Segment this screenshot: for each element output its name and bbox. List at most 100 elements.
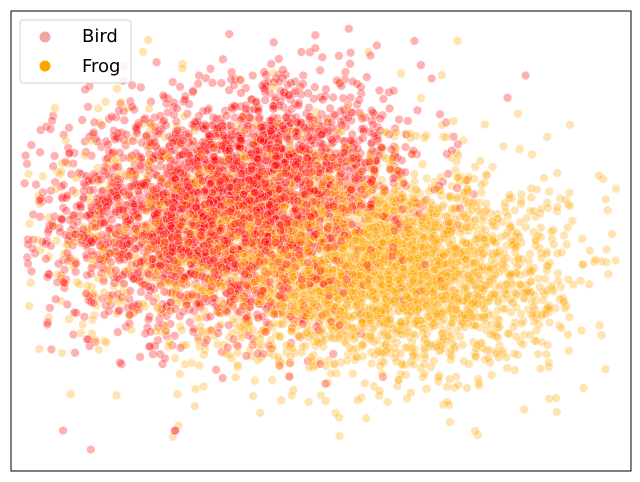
point-frog [287, 390, 297, 401]
point-bird [35, 212, 45, 222]
point-frog [552, 202, 563, 212]
point-frog [144, 104, 154, 114]
point-frog [544, 358, 554, 368]
point-bird [211, 365, 221, 375]
point-frog [563, 330, 573, 340]
point-frog [422, 174, 432, 184]
point-frog [382, 397, 393, 407]
point-frog [177, 325, 187, 335]
point-frog [542, 132, 552, 142]
point-frog [601, 244, 612, 254]
point-bird [261, 70, 271, 80]
point-frog [377, 369, 387, 379]
point-frog [552, 168, 562, 178]
point-frog [23, 169, 34, 179]
point-bird [83, 102, 93, 112]
point-frog [501, 352, 512, 362]
point-frog [540, 274, 550, 284]
point-bird [357, 113, 367, 123]
point-frog [559, 297, 569, 307]
point-bird [121, 140, 131, 150]
point-bird [60, 157, 70, 167]
point-frog [65, 389, 76, 399]
point-bird [416, 60, 426, 70]
point-frog [51, 184, 61, 194]
point-bird [354, 95, 364, 105]
point-bird [180, 94, 190, 105]
point-bird [435, 109, 445, 119]
point-bird [216, 78, 227, 88]
point-frog [543, 203, 553, 213]
point-bird [218, 373, 228, 383]
point-bird [135, 352, 145, 362]
point-bird [427, 73, 437, 84]
point-frog [112, 84, 122, 94]
point-frog [267, 375, 277, 385]
point-bird [121, 322, 131, 332]
point-bird [113, 327, 123, 337]
point-bird [31, 179, 41, 190]
point-bird [438, 177, 448, 187]
point-frog [458, 340, 468, 350]
point-frog [275, 331, 285, 341]
point-bird [284, 372, 295, 382]
point-frog [557, 247, 567, 258]
point-bird [77, 115, 87, 125]
point-bird [223, 342, 233, 353]
point-frog [527, 149, 537, 160]
point-frog [397, 360, 408, 370]
point-bird [62, 299, 72, 310]
point-bird [47, 116, 57, 126]
point-frog [50, 103, 60, 113]
point-bird [22, 159, 32, 169]
point-bird [61, 206, 71, 216]
point-bird [80, 84, 90, 95]
point-bird [257, 312, 268, 322]
point-frog [510, 205, 520, 215]
point-bird [144, 314, 154, 325]
point-bird [127, 80, 137, 90]
point-frog [198, 382, 209, 392]
point-frog [406, 388, 416, 398]
point-frog [528, 206, 539, 216]
point-frog [56, 166, 67, 176]
point-frog [173, 421, 183, 431]
point-bird [58, 180, 69, 190]
point-bird [152, 57, 162, 67]
point-frog [513, 350, 523, 360]
point-frog [551, 393, 561, 403]
point-frog [101, 97, 111, 107]
point-bird [89, 117, 99, 127]
point-frog [94, 345, 104, 355]
point-bird [385, 103, 395, 114]
point-frog [230, 372, 241, 382]
point-frog [78, 319, 88, 330]
point-frog [564, 312, 575, 322]
point-frog [481, 170, 492, 180]
point-frog [404, 213, 414, 223]
point-bird [19, 178, 30, 188]
point-frog [577, 234, 587, 244]
point-bird [70, 267, 81, 277]
point-frog [565, 120, 575, 130]
point-bird [502, 93, 513, 103]
point-frog [417, 159, 428, 169]
point-frog [248, 391, 258, 401]
point-bird [315, 65, 325, 75]
point-frog [61, 135, 71, 146]
point-frog [216, 319, 226, 330]
point-frog [190, 401, 200, 411]
point-bird [205, 312, 215, 322]
point-bird [403, 116, 413, 126]
point-frog [514, 144, 525, 154]
points-layer [19, 24, 621, 455]
point-frog [64, 314, 74, 324]
point-bird [346, 48, 356, 58]
point-frog [348, 368, 358, 379]
point-frog [518, 340, 528, 350]
point-bird [298, 70, 308, 81]
point-frog [603, 205, 613, 215]
point-frog [536, 223, 546, 233]
point-frog [57, 348, 67, 358]
